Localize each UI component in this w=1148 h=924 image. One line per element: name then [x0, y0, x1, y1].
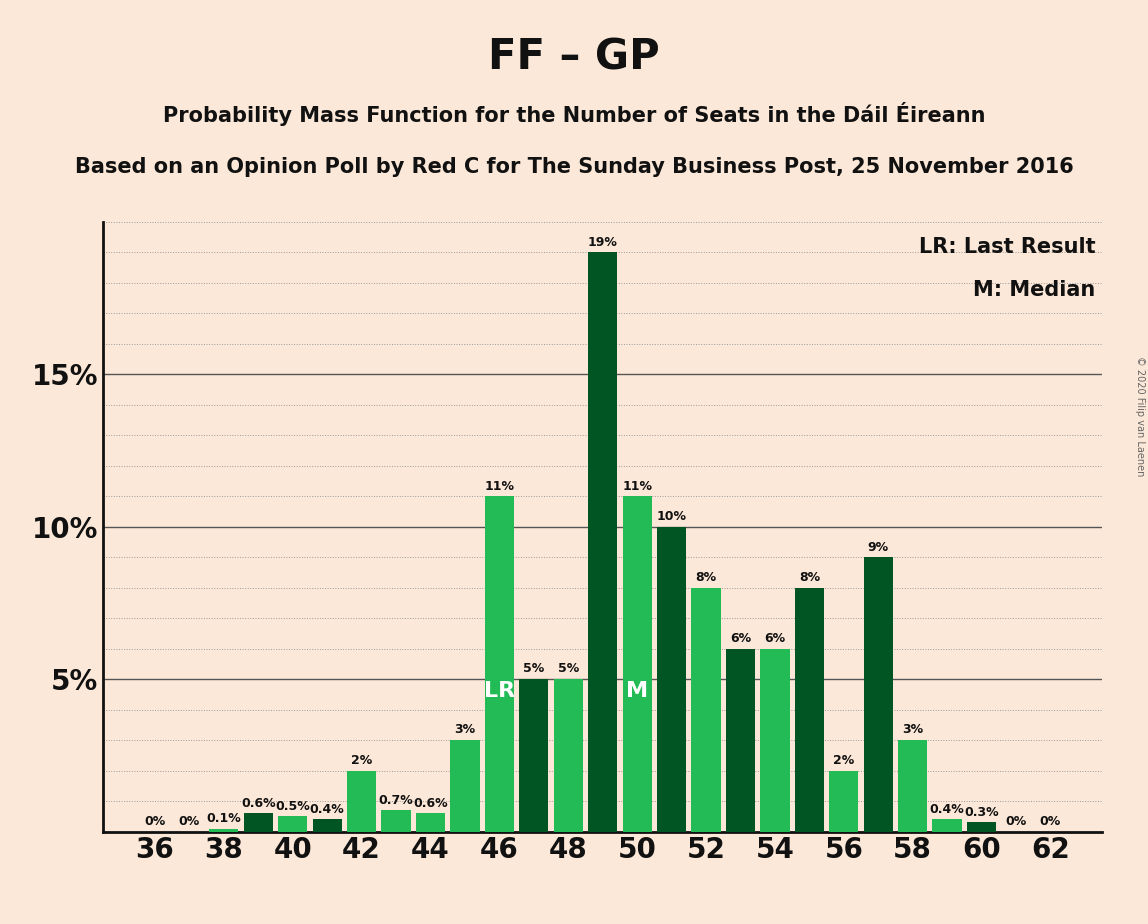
Text: 0%: 0%: [1006, 815, 1026, 828]
Bar: [484, 496, 514, 832]
Text: 5%: 5%: [558, 663, 579, 675]
Text: Probability Mass Function for the Number of Seats in the Dáil Éireann: Probability Mass Function for the Number…: [163, 102, 985, 126]
Text: 0%: 0%: [1040, 815, 1061, 828]
Text: M: M: [626, 681, 649, 700]
Bar: [209, 829, 239, 832]
Text: 6%: 6%: [765, 632, 785, 645]
Bar: [794, 588, 824, 832]
Bar: [967, 822, 996, 832]
Text: 19%: 19%: [588, 236, 618, 249]
Text: 0.6%: 0.6%: [413, 796, 448, 809]
Text: 0.1%: 0.1%: [207, 812, 241, 825]
Text: 0.7%: 0.7%: [379, 794, 413, 807]
Text: 3%: 3%: [902, 723, 923, 736]
Bar: [243, 813, 273, 832]
Text: 0.5%: 0.5%: [276, 799, 310, 813]
Text: © 2020 Filip van Laenen: © 2020 Filip van Laenen: [1135, 356, 1145, 476]
Text: 2%: 2%: [351, 754, 372, 767]
Bar: [450, 740, 480, 832]
Bar: [760, 649, 790, 832]
Bar: [691, 588, 721, 832]
Text: 2%: 2%: [833, 754, 854, 767]
Text: 11%: 11%: [622, 480, 652, 492]
Bar: [553, 679, 583, 832]
Bar: [657, 527, 687, 832]
Bar: [519, 679, 549, 832]
Text: Based on an Opinion Poll by Red C for The Sunday Business Post, 25 November 2016: Based on an Opinion Poll by Red C for Th…: [75, 157, 1073, 177]
Bar: [898, 740, 928, 832]
Text: 0%: 0%: [179, 815, 200, 828]
Bar: [312, 820, 342, 832]
Text: 11%: 11%: [484, 480, 514, 492]
Bar: [622, 496, 652, 832]
Text: 6%: 6%: [730, 632, 751, 645]
Text: 5%: 5%: [523, 663, 544, 675]
Text: 0%: 0%: [145, 815, 165, 828]
Text: 0.4%: 0.4%: [930, 803, 964, 816]
Bar: [347, 771, 377, 832]
Text: 0.4%: 0.4%: [310, 803, 344, 816]
Text: 8%: 8%: [696, 571, 716, 584]
Text: 8%: 8%: [799, 571, 820, 584]
Bar: [726, 649, 755, 832]
Text: M: Median: M: Median: [974, 280, 1095, 299]
Bar: [829, 771, 859, 832]
Bar: [932, 820, 962, 832]
Text: LR: Last Result: LR: Last Result: [918, 237, 1095, 257]
Text: 3%: 3%: [455, 723, 475, 736]
Bar: [278, 817, 308, 832]
Text: FF – GP: FF – GP: [488, 37, 660, 79]
Bar: [416, 813, 445, 832]
Text: 9%: 9%: [868, 541, 889, 553]
Bar: [588, 252, 618, 832]
Text: 10%: 10%: [657, 510, 687, 523]
Bar: [381, 810, 411, 832]
Text: LR: LR: [483, 681, 515, 700]
Text: 0.3%: 0.3%: [964, 806, 999, 819]
Text: 0.6%: 0.6%: [241, 796, 276, 809]
Bar: [863, 557, 893, 832]
